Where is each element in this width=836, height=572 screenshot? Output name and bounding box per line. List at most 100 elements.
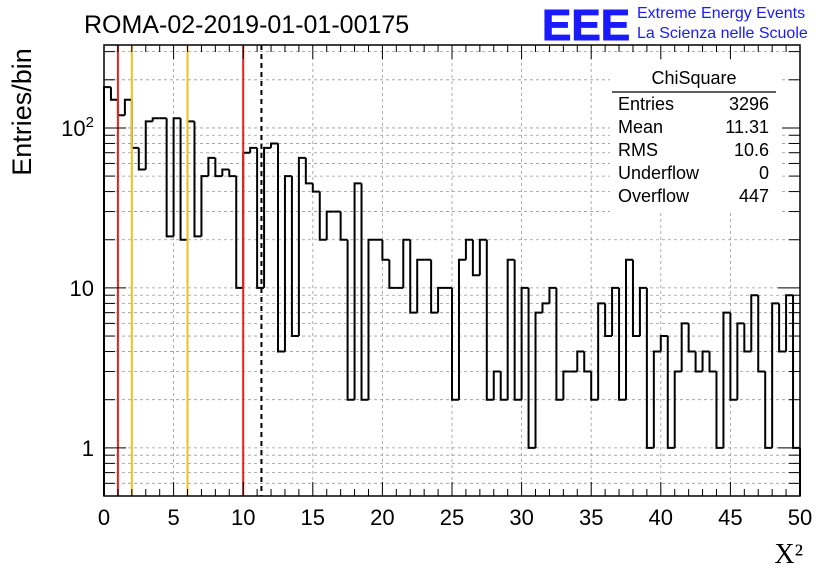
histogram-bin <box>631 259 640 338</box>
histogram-bin <box>513 259 522 401</box>
histogram-bin <box>583 351 592 373</box>
histogram-bin <box>597 302 606 400</box>
x-tick-label: 35 <box>579 505 603 530</box>
x-tick-label: 40 <box>649 505 673 530</box>
logo-line2: La Scienza nelle Scuole <box>637 25 808 42</box>
axis-ticks <box>103 45 801 497</box>
histogram-bin <box>116 99 125 117</box>
axis-tick-labels: 0 5 10 15 20 25 30 35 40 45 50 1 10 102 <box>61 114 812 530</box>
stats-title: ChiSquare <box>651 68 736 88</box>
histogram-bin <box>604 303 613 338</box>
histogram-bin <box>625 258 633 400</box>
histogram-bin <box>186 120 195 240</box>
y-axis-label: Entries/bin <box>7 48 37 176</box>
stats-value: 10.6 <box>734 140 769 160</box>
histogram-bin <box>388 259 397 289</box>
histogram-bin <box>478 238 487 276</box>
histogram-bin <box>103 86 111 496</box>
histogram-bin <box>541 302 550 313</box>
histogram-bin <box>757 295 766 373</box>
x-tick-label: 15 <box>301 505 325 530</box>
histogram-bin <box>506 258 515 400</box>
stats-label: Overflow <box>618 186 690 206</box>
histogram-bin <box>701 350 710 372</box>
histogram-bin <box>471 239 480 277</box>
histogram-bin <box>750 294 759 352</box>
histogram-bin <box>527 287 536 449</box>
histogram-bin <box>743 323 752 353</box>
histogram-bin <box>416 258 425 313</box>
x-tick-label: 20 <box>370 505 394 530</box>
x-tick-label: 5 <box>167 505 179 530</box>
histogram-bin <box>492 370 501 400</box>
histogram-bin <box>290 176 299 338</box>
histogram-bin <box>534 311 543 448</box>
histogram-bin <box>109 87 118 101</box>
histogram-bin <box>137 147 146 171</box>
histogram-bin <box>360 183 369 401</box>
x-tick-label: 30 <box>509 505 533 530</box>
histogram-bin <box>214 157 223 178</box>
histogram-bin <box>123 98 132 116</box>
histogram-bin <box>464 238 473 260</box>
histogram-bin <box>708 351 717 373</box>
histogram-bin <box>778 303 787 353</box>
histogram-bin <box>381 239 390 261</box>
x-tick-label: 25 <box>440 505 464 530</box>
histogram-bin <box>304 157 313 185</box>
y-tick-label: 1 <box>82 436 94 461</box>
histogram-bin <box>576 350 585 372</box>
x-axis-label: X² <box>774 539 803 570</box>
histogram-bin <box>228 169 237 178</box>
histogram-bin <box>437 286 446 313</box>
logo-line1: Extreme Energy Events <box>637 5 805 22</box>
histogram-bin <box>638 286 647 337</box>
chart-title: ROMA-02-2019-01-01-00175 <box>84 11 409 39</box>
histogram-bin <box>555 287 564 401</box>
histogram-bin <box>346 239 355 401</box>
eee-logo: EEE Extreme Energy Events La Scienza nel… <box>542 1 808 51</box>
histogram-bin <box>729 312 738 401</box>
histogram-bin <box>179 118 188 241</box>
histogram-bin <box>151 117 160 122</box>
histogram-bin <box>680 322 689 372</box>
histogram-bin <box>451 287 459 401</box>
histogram-bin <box>771 302 780 448</box>
x-tick-label: 45 <box>718 505 742 530</box>
histogram-bin <box>409 239 418 314</box>
stats-value: 3296 <box>729 94 769 114</box>
histogram-bin <box>430 259 439 314</box>
histogram-bin <box>687 323 696 353</box>
histogram-bin <box>200 175 209 237</box>
histogram-bin <box>207 156 216 177</box>
histogram-bin <box>402 238 411 288</box>
stats-label: Entries <box>618 94 674 114</box>
histogram-bin <box>618 287 626 401</box>
x-tick-label: 50 <box>788 505 812 530</box>
reference-lines <box>116 45 263 496</box>
histogram-bin <box>367 238 376 400</box>
stats-value: 0 <box>759 163 769 183</box>
histogram-bin <box>325 210 334 240</box>
stats-label: Mean <box>618 117 663 137</box>
histogram-bin <box>499 371 508 401</box>
histogram-bin <box>283 175 292 352</box>
histogram-bin <box>144 120 153 170</box>
histogram-bin <box>256 147 265 289</box>
histogram-bin <box>666 336 675 449</box>
histogram-bin <box>694 351 703 373</box>
histogram-bin <box>235 176 244 289</box>
histogram-bin <box>457 258 466 400</box>
x-tick-label: 0 <box>98 505 110 530</box>
y-tick-label: 102 <box>61 114 94 141</box>
histogram-bin <box>263 146 272 288</box>
histogram-bin <box>764 371 773 449</box>
histogram-bin <box>645 287 654 449</box>
histogram-bin <box>165 118 174 238</box>
histogram-bin <box>520 286 529 400</box>
histogram-bin <box>193 121 202 238</box>
histogram-bin <box>611 286 620 337</box>
histogram-bin <box>722 311 731 448</box>
stats-label: RMS <box>618 140 658 160</box>
